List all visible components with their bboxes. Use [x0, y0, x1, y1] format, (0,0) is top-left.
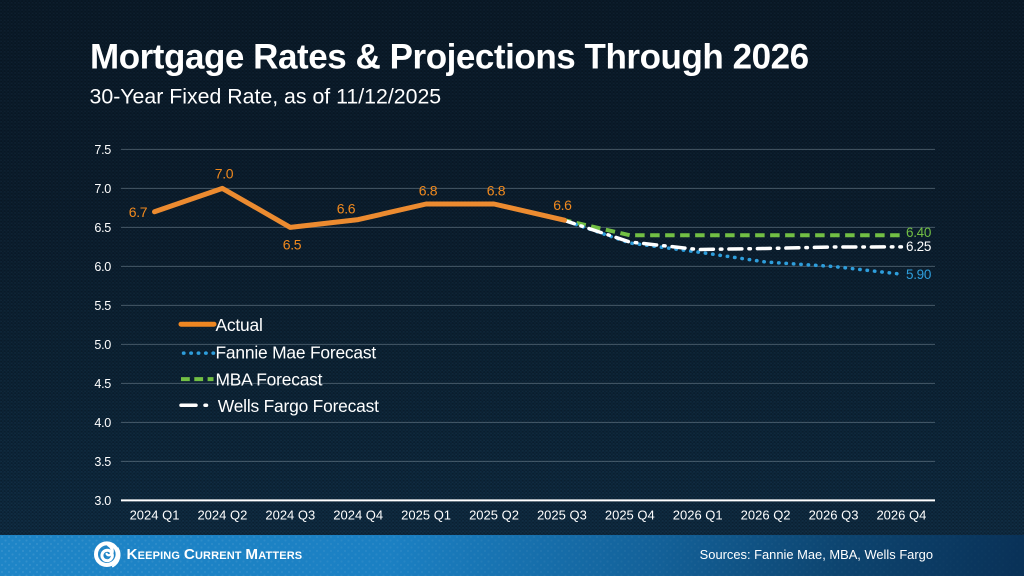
svg-text:7.5: 7.5: [94, 143, 111, 157]
svg-text:Mortgage Rates & Projections T: Mortgage Rates & Projections Through 202…: [90, 37, 809, 76]
svg-text:2025 Q3: 2025 Q3: [537, 508, 587, 523]
svg-text:Wells Fargo Forecast: Wells Fargo Forecast: [218, 396, 379, 416]
svg-text:2025 Q1: 2025 Q1: [401, 508, 451, 523]
svg-text:7.0: 7.0: [94, 182, 111, 196]
svg-text:4.5: 4.5: [94, 377, 111, 391]
svg-text:5.5: 5.5: [94, 299, 111, 313]
svg-text:4.0: 4.0: [94, 416, 111, 430]
svg-text:6.0: 6.0: [94, 260, 111, 274]
svg-text:2024 Q3: 2024 Q3: [265, 508, 315, 523]
svg-text:2026 Q2: 2026 Q2: [741, 508, 791, 523]
svg-text:6.6: 6.6: [337, 200, 356, 216]
svg-text:MBA Forecast: MBA Forecast: [216, 369, 323, 389]
svg-text:7.0: 7.0: [215, 166, 234, 182]
svg-text:5.0: 5.0: [94, 338, 111, 352]
svg-text:3.0: 3.0: [94, 494, 111, 508]
svg-text:3.5: 3.5: [94, 455, 111, 469]
svg-text:2025 Q2: 2025 Q2: [469, 508, 519, 523]
svg-text:6.8: 6.8: [487, 182, 506, 198]
svg-text:Fannie Mae Forecast: Fannie Mae Forecast: [216, 343, 377, 363]
svg-text:2026 Q1: 2026 Q1: [673, 508, 723, 523]
svg-text:6.5: 6.5: [283, 236, 302, 252]
svg-text:2024 Q2: 2024 Q2: [197, 508, 247, 523]
svg-text:2024 Q4: 2024 Q4: [333, 508, 383, 523]
svg-text:Actual: Actual: [216, 315, 263, 335]
svg-text:6.40: 6.40: [906, 225, 931, 240]
svg-text:6.25: 6.25: [906, 239, 931, 254]
svg-text:6.8: 6.8: [419, 182, 438, 198]
svg-text:2024 Q1: 2024 Q1: [130, 508, 180, 523]
svg-text:2025 Q4: 2025 Q4: [605, 508, 655, 523]
svg-text:5.90: 5.90: [906, 267, 931, 282]
svg-text:2026 Q4: 2026 Q4: [876, 508, 926, 523]
svg-text:2026 Q3: 2026 Q3: [809, 508, 859, 523]
svg-text:6.5: 6.5: [94, 221, 111, 235]
svg-text:30-Year Fixed Rate, as of 11/1: 30-Year Fixed Rate, as of 11/12/2025: [90, 85, 442, 109]
svg-text:6.7: 6.7: [129, 204, 148, 220]
svg-text:6.6: 6.6: [553, 197, 572, 213]
